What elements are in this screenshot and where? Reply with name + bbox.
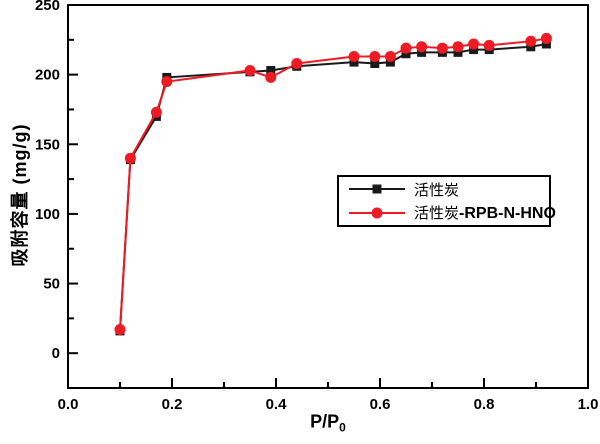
y-tick-labels: 0 50 100 150 200 250 (35, 0, 60, 362)
data-point-circle (525, 35, 537, 47)
axis-ticks (67, 4, 589, 387)
square-marker-icon (372, 184, 382, 194)
svg-text:50: 50 (43, 276, 60, 293)
data-point-circle (161, 76, 173, 88)
svg-text:150: 150 (35, 136, 60, 153)
data-point-circle (291, 57, 303, 69)
data-point-square (469, 45, 479, 55)
legend-entry-activated-carbon-rpb-n-hno: 活性炭-RPB-N-HNO (349, 202, 556, 224)
svg-text:200: 200 (35, 67, 60, 84)
data-point-square (526, 42, 536, 52)
svg-text:0.2: 0.2 (162, 396, 183, 413)
data-point-circle (384, 51, 396, 63)
svg-text:0.6: 0.6 (370, 396, 391, 413)
data-point-square (266, 65, 276, 75)
data-point-circle (369, 51, 381, 63)
y-axis-title: 吸附容量 (mg/g) (10, 123, 30, 267)
data-point-circle (452, 41, 464, 53)
svg-text:0.8: 0.8 (474, 396, 495, 413)
data-point-circle (540, 32, 552, 44)
legend-label: 活性炭-RPB-N-HNO (414, 205, 556, 223)
svg-text:250: 250 (35, 0, 60, 14)
data-point-square (385, 57, 395, 67)
x-axis-title-base: P/P (310, 411, 340, 432)
svg-text:0: 0 (52, 345, 60, 362)
data-point-square (453, 47, 463, 57)
data-point-circle (400, 42, 412, 54)
x-axis-title-subscript: 0 (339, 420, 346, 435)
data-point-square (349, 57, 359, 67)
legend-sample-red-circle-icon (349, 206, 405, 219)
data-point-circle (436, 42, 448, 54)
svg-text:0.0: 0.0 (58, 396, 79, 413)
data-point-circle (468, 38, 480, 50)
data-point-circle (124, 152, 136, 164)
data-point-square (401, 49, 411, 59)
data-point-circle (150, 106, 162, 118)
data-point-circle (348, 51, 360, 63)
data-point-circle (416, 41, 428, 53)
series-1 (114, 32, 552, 336)
svg-text:100: 100 (35, 206, 60, 223)
legend-entry-activated-carbon: 活性炭 (349, 178, 549, 200)
x-axis-title: P/P0 (310, 412, 346, 435)
plot-frame (67, 4, 589, 389)
svg-text:0.4: 0.4 (266, 396, 288, 413)
legend: 活性炭 活性炭-RPB-N-HNO (337, 175, 556, 227)
legend-label: 活性炭 (414, 181, 460, 199)
data-point-circle (244, 64, 256, 76)
data-point-square (370, 58, 380, 68)
circle-marker-icon (371, 207, 383, 219)
data-point-circle (483, 39, 495, 51)
data-point-circle (114, 324, 126, 336)
legend-sample-black-square-icon (349, 183, 405, 196)
data-point-square (417, 47, 427, 57)
svg-text:1.0: 1.0 (578, 396, 599, 413)
x-tick-labels: 0.0 0.2 0.4 0.6 0.8 1.0 (58, 396, 599, 413)
data-point-circle (265, 71, 277, 83)
data-point-square (541, 39, 551, 49)
